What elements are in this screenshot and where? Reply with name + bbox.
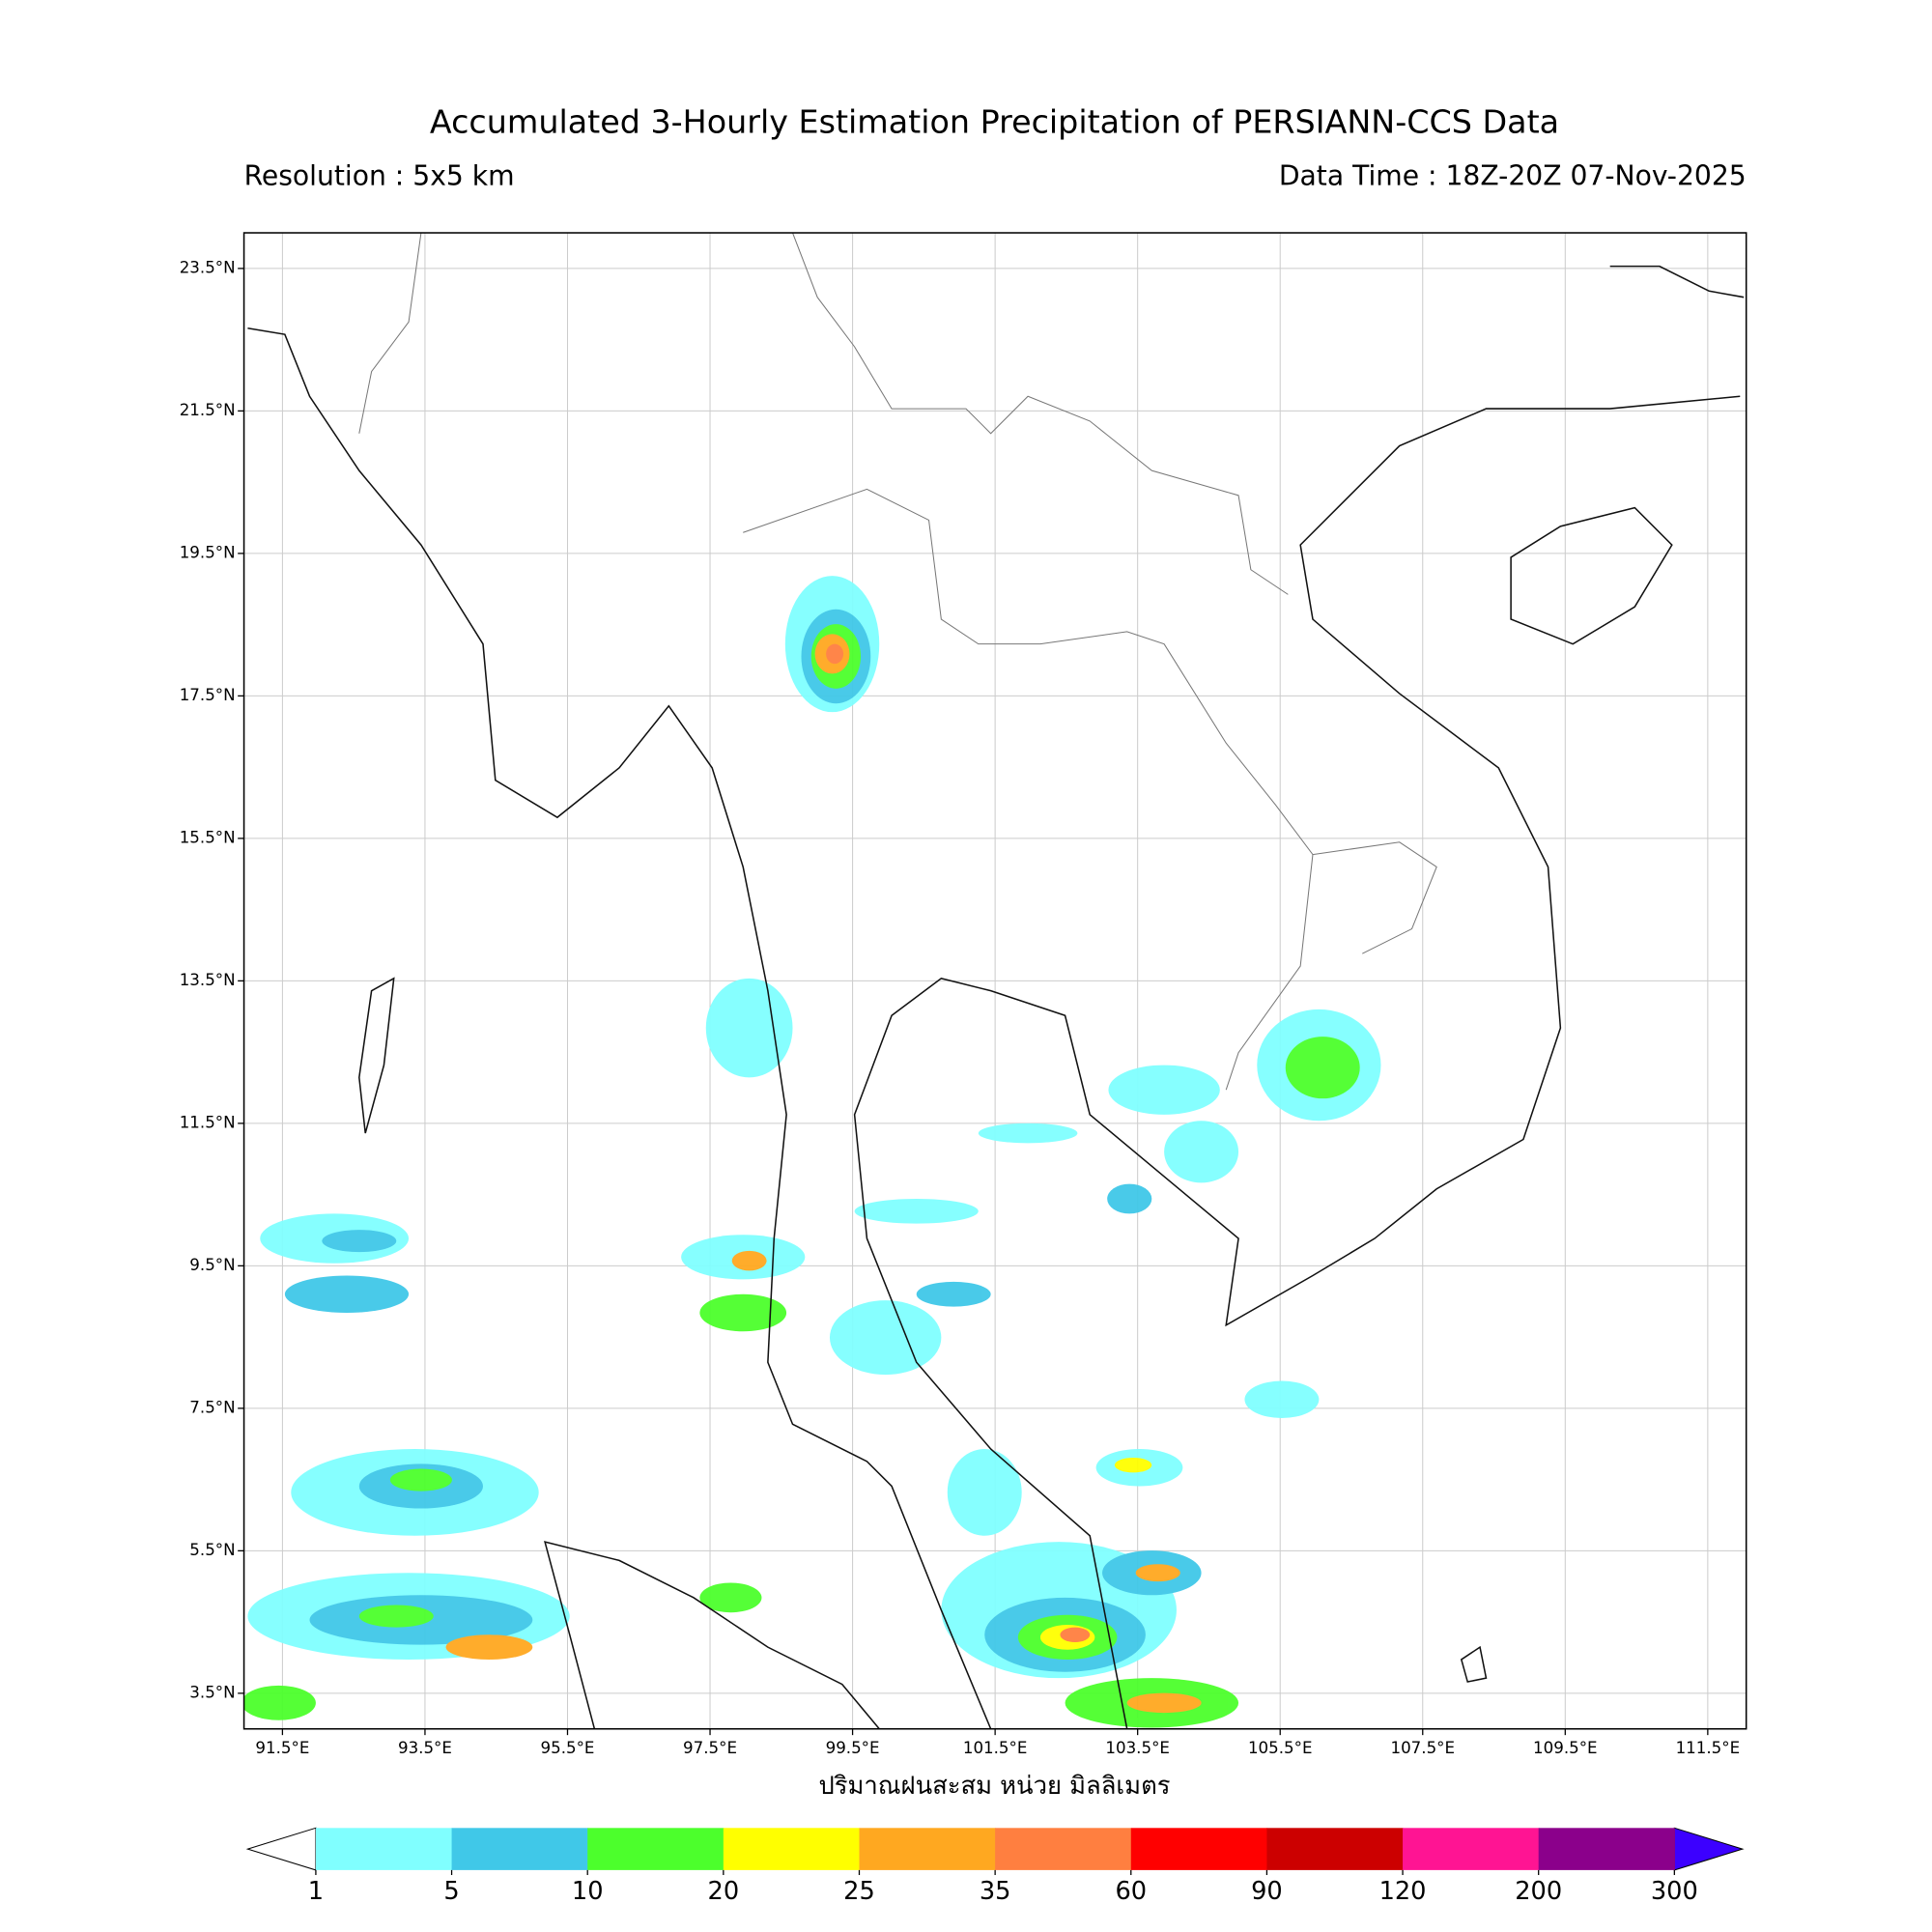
data-time: Data Time : 18Z-20Z 07-Nov-2025	[1279, 159, 1747, 191]
colorbar-label: 20	[708, 1877, 740, 1906]
colorbar-swatch	[315, 1828, 453, 1870]
coastline	[1609, 265, 1745, 298]
y-tick-label: 19.5°N	[180, 543, 236, 561]
colorbar-label: 25	[843, 1877, 875, 1906]
map-content	[243, 233, 1747, 1729]
coastline	[247, 327, 1741, 1729]
colorbar-label: 200	[1515, 1877, 1562, 1906]
x-tick-label: 97.5°E	[683, 1739, 737, 1757]
x-tick-label: 111.5°E	[1676, 1739, 1741, 1757]
colorbar-label: 90	[1251, 1877, 1283, 1906]
colorbar-swatch	[859, 1828, 996, 1870]
colorbar-label: 60	[1115, 1877, 1147, 1906]
coastline	[1510, 506, 1673, 645]
y-tick-label: 23.5°N	[180, 258, 236, 276]
colorbar-label: 120	[1379, 1877, 1427, 1906]
colorbar-swatch	[1266, 1828, 1404, 1870]
colorbar-swatch	[1538, 1828, 1675, 1870]
colorbar-label: 5	[443, 1877, 459, 1906]
colorbar: 1 5 10 20 25 35 60 90 120 200 300	[245, 1827, 1745, 1906]
coastline	[544, 1541, 881, 1729]
y-tick-label: 13.5°N	[180, 971, 236, 989]
x-tick-label: 107.5°E	[1390, 1739, 1455, 1757]
grid	[243, 233, 1747, 1729]
x-label: ปริมาณฝนสะสม หน่วย มิลลิเมตร	[818, 1772, 1170, 1801]
border	[358, 233, 1437, 1091]
map: 91.5°E 93.5°E 95.5°E 97.5°E 99.5°E 101.5°E 103…	[180, 232, 1747, 1757]
x-tick-label: 103.5°E	[1105, 1739, 1170, 1757]
colorbar-swatch	[995, 1828, 1132, 1870]
colorbar-swatch	[451, 1828, 588, 1870]
colorbar-swatch	[1130, 1828, 1268, 1870]
colorbar-label: 35	[980, 1877, 1011, 1906]
y-tick-label: 17.5°N	[180, 686, 236, 704]
x-tick-label: 91.5°E	[255, 1739, 309, 1757]
colorbar-swatch	[587, 1828, 724, 1870]
x-tick-label: 105.5°E	[1248, 1739, 1313, 1757]
x-tick-label: 95.5°E	[541, 1739, 595, 1757]
y-tick-label: 3.5°N	[189, 1683, 235, 1701]
colorbar-label: 1	[308, 1877, 324, 1906]
y-tick-label: 21.5°N	[180, 401, 236, 419]
colorbar-over	[1673, 1827, 1745, 1871]
x-tick-label: 99.5°E	[826, 1739, 880, 1757]
y-tick-label: 9.5°N	[189, 1256, 235, 1274]
y-tick-label: 15.5°N	[180, 828, 236, 846]
resolution: Resolution : 5x5 km	[244, 159, 515, 191]
colorbar-label: 10	[572, 1877, 604, 1906]
y-tick-label: 5.5°N	[189, 1541, 235, 1559]
colorbar-swatch	[723, 1828, 861, 1870]
title: Accumulated 3-Hourly Estimation Precipit…	[430, 103, 1559, 141]
colorbar-swatch	[1403, 1828, 1540, 1870]
precipitation	[243, 576, 1381, 1728]
x-tick-label: 109.5°E	[1533, 1739, 1598, 1757]
y-tick-label: 11.5°N	[180, 1113, 236, 1131]
x-tick-label: 101.5°E	[963, 1739, 1028, 1757]
y-tick-label: 7.5°N	[189, 1398, 235, 1416]
x-tick-label: 93.5°E	[398, 1739, 452, 1757]
colorbar-under	[245, 1827, 317, 1871]
coastline	[1460, 1645, 1488, 1683]
coastline	[358, 977, 395, 1134]
colorbar-label: 300	[1651, 1877, 1698, 1906]
axis-ticks: 91.5°E 93.5°E 95.5°E 97.5°E 99.5°E 101.5°E 103…	[180, 258, 1740, 1756]
